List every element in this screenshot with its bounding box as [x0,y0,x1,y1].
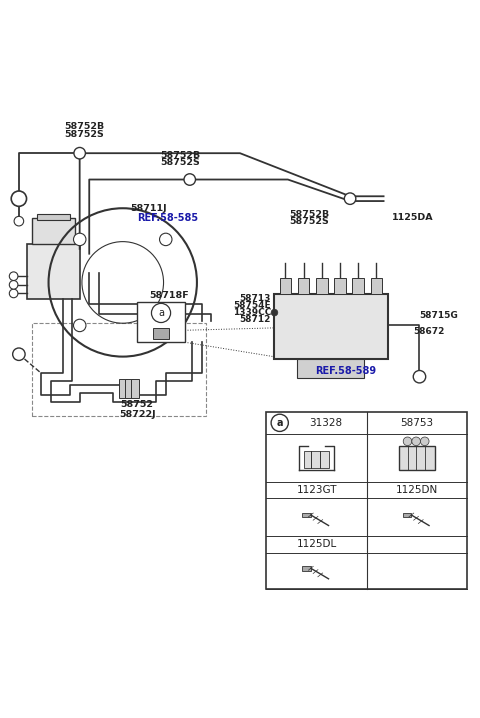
Text: a: a [276,418,283,428]
Bar [399,446,435,470]
Bar [274,294,388,359]
Text: 58754E: 58754E [233,301,271,310]
Text: 58672: 58672 [413,327,444,336]
Bar [120,379,127,398]
Bar [304,451,329,467]
Bar [125,379,133,398]
Text: 1125DA: 1125DA [392,213,434,223]
Circle shape [344,193,356,205]
Text: 58752S: 58752S [65,129,104,139]
Text: 1339CC: 1339CC [233,308,271,317]
Circle shape [9,272,18,281]
Bar [371,278,382,294]
Bar [316,278,327,294]
Text: 1125DL: 1125DL [297,539,336,549]
Text: a: a [158,308,164,318]
Circle shape [11,191,26,206]
Circle shape [271,414,288,432]
Circle shape [271,309,278,316]
Bar [154,328,168,339]
Circle shape [420,437,429,446]
Bar [352,278,364,294]
Bar [302,513,311,518]
Text: 58752B: 58752B [160,151,200,160]
Circle shape [159,233,172,246]
Text: 58713: 58713 [240,294,271,303]
Circle shape [9,289,18,298]
Bar [27,244,80,299]
Circle shape [9,281,18,289]
Text: 58712: 58712 [240,315,271,325]
Text: REF.58-585: REF.58-585 [137,213,198,223]
Circle shape [159,320,172,332]
Text: 1123GT: 1123GT [296,485,337,495]
Bar [298,359,364,378]
Text: 58752S: 58752S [289,217,329,226]
Bar [298,278,310,294]
Bar [36,215,70,220]
Text: 58722J: 58722J [119,409,156,419]
Circle shape [412,437,420,446]
Bar [302,566,311,571]
Text: 58752S: 58752S [160,158,200,167]
Circle shape [14,216,24,226]
Text: 1125DN: 1125DN [396,485,438,495]
Text: 58718F: 58718F [149,291,189,300]
Bar [32,323,206,416]
Bar [266,411,468,589]
Circle shape [73,233,86,246]
Text: 31328: 31328 [310,418,343,428]
Circle shape [403,437,412,446]
Circle shape [74,147,85,159]
Circle shape [73,320,86,332]
Text: 58753: 58753 [400,418,433,428]
Circle shape [413,370,426,383]
Bar [131,379,139,398]
Text: 58752: 58752 [120,400,154,409]
Text: 58752B: 58752B [289,210,329,219]
Bar [334,278,346,294]
Circle shape [12,348,25,360]
Bar [32,218,75,244]
Bar [137,302,185,342]
Bar [280,278,291,294]
Text: 58711J: 58711J [130,204,167,213]
Bar [403,513,411,518]
Text: 58715G: 58715G [420,312,458,320]
Circle shape [184,174,195,185]
Text: 58752B: 58752B [64,122,105,131]
Text: REF.58-589: REF.58-589 [315,366,376,376]
